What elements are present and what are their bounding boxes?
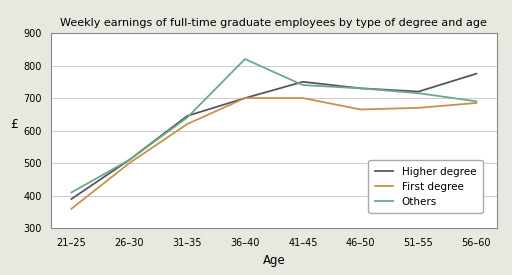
Others (473, 100, 479, 103)
Higher degree (69, 197, 75, 200)
Higher degree (357, 87, 364, 90)
Higher degree (184, 114, 190, 118)
First degree (300, 97, 306, 100)
Others (242, 57, 248, 61)
First degree (357, 108, 364, 111)
Legend: Higher degree, First degree, Others: Higher degree, First degree, Others (369, 160, 482, 213)
Line: Higher degree: Higher degree (72, 74, 476, 199)
Others (69, 191, 75, 194)
Higher degree (415, 90, 421, 93)
Higher degree (242, 97, 248, 100)
Higher degree (300, 80, 306, 83)
Higher degree (473, 72, 479, 75)
Others (126, 158, 133, 161)
Line: Others: Others (72, 59, 476, 192)
First degree (126, 161, 133, 165)
Others (357, 87, 364, 90)
X-axis label: Age: Age (263, 254, 285, 266)
First degree (184, 122, 190, 126)
First degree (242, 97, 248, 100)
Higher degree (126, 158, 133, 161)
Others (184, 116, 190, 119)
Others (300, 83, 306, 87)
Y-axis label: £: £ (11, 118, 18, 131)
Others (415, 92, 421, 95)
First degree (69, 207, 75, 210)
Title: Weekly earnings of full-time graduate employees by type of degree and age: Weekly earnings of full-time graduate em… (60, 18, 487, 28)
First degree (473, 101, 479, 104)
First degree (415, 106, 421, 109)
Line: First degree: First degree (72, 98, 476, 209)
